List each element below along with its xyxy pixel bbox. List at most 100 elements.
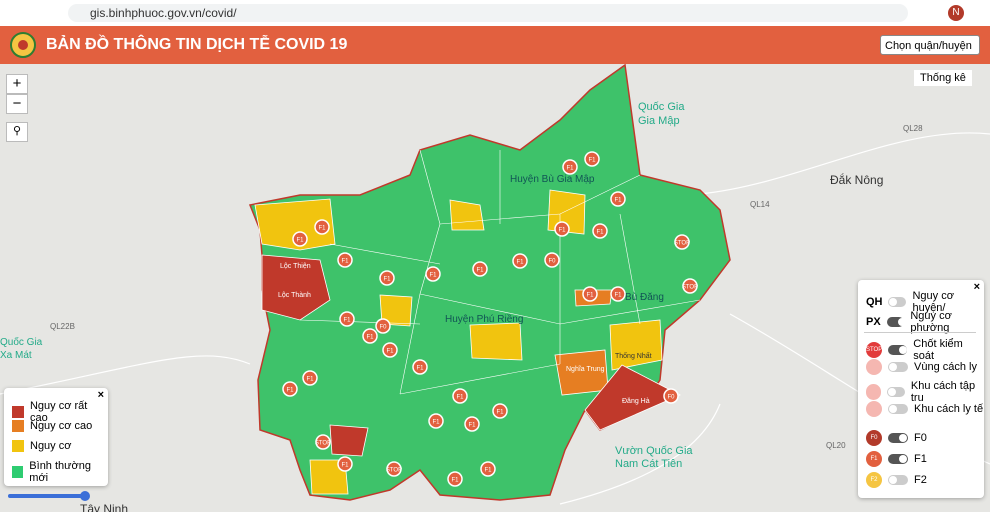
map-marker[interactable]: F1 <box>362 328 378 344</box>
page-title: BẢN ĐỒ THÔNG TIN DỊCH TỄ COVID 19 <box>46 36 348 53</box>
map-marker[interactable]: STOP <box>386 461 402 477</box>
map-marker[interactable]: F1 <box>592 223 608 239</box>
legend-label: Bình thường mới <box>29 460 91 484</box>
map-marker[interactable]: F1 <box>314 219 330 235</box>
map-marker[interactable]: F1 <box>339 311 355 327</box>
toggle <box>888 475 908 485</box>
place-label: Thống Nhất <box>615 351 652 360</box>
map-marker[interactable]: F1 <box>337 252 353 268</box>
marker-label: F1 <box>456 395 464 401</box>
map-marker[interactable]: F1 <box>472 261 488 277</box>
marker-label: F1 <box>341 259 349 265</box>
layer-icon: F0 <box>866 430 882 446</box>
map-marker[interactable]: F1 <box>480 461 496 477</box>
marker-label: F0 <box>379 325 387 331</box>
marker-label: F1 <box>386 349 394 355</box>
map-marker[interactable]: F0 <box>544 252 560 268</box>
layer-item[interactable]: Khu cách ly tế <box>866 401 983 417</box>
layer-item[interactable]: F2 F2 <box>866 472 927 488</box>
address-bar[interactable]: gis.binhphuoc.gov.vn/covid/ <box>68 4 908 22</box>
map-marker[interactable]: F1 <box>582 286 598 302</box>
marker-pin <box>584 151 600 167</box>
layer-item[interactable]: Vùng cách ly <box>866 359 977 375</box>
layer-group[interactable]: PX Nguy cơ phường <box>866 310 984 334</box>
marker-pin <box>682 278 698 294</box>
marker-pin <box>314 219 330 235</box>
map-marker[interactable]: F0 <box>663 388 679 404</box>
layer-label: Khu cách ly tế <box>914 403 984 415</box>
map-marker[interactable]: F1 <box>464 416 480 432</box>
map-marker[interactable]: F1 <box>447 471 463 487</box>
marker-pin <box>472 261 488 277</box>
legend-swatch <box>12 420 24 432</box>
browser-bar: gis.binhphuoc.gov.vn/covid/ N <box>0 0 990 27</box>
marker-pin <box>610 286 626 302</box>
marker-label: F1 <box>318 226 326 232</box>
layer-icon: F1 <box>866 451 882 467</box>
marker-pin <box>282 381 298 397</box>
legend-item: Nguy cơ cao <box>12 420 92 432</box>
legend-swatch <box>12 406 24 418</box>
layer-icon: STOP <box>866 342 882 358</box>
place-label: Huyện Phú Riềng <box>445 313 523 325</box>
map-marker[interactable]: F1 <box>428 413 444 429</box>
map-marker[interactable]: F1 <box>337 456 353 472</box>
toggle <box>886 317 906 327</box>
layer-item[interactable]: STOP Chốt kiểm soát <box>866 338 984 362</box>
map-marker[interactable]: F1 <box>610 191 626 207</box>
slider-handle[interactable] <box>80 491 90 501</box>
marker-label: STOP <box>386 468 402 474</box>
marker-pin <box>412 359 428 375</box>
layer-item[interactable]: F1 F1 <box>866 451 927 467</box>
locate-button[interactable]: ⚲ <box>6 122 28 142</box>
toggle <box>888 433 908 443</box>
map-marker[interactable]: F1 <box>452 388 468 404</box>
place-label: Xa Mát <box>0 350 32 361</box>
map-marker[interactable]: F1 <box>412 359 428 375</box>
map-marker[interactable]: F1 <box>610 286 626 302</box>
layer-group[interactable]: QH Nguy cơ huyện/ <box>866 290 984 314</box>
map-marker[interactable]: F1 <box>584 151 600 167</box>
marker-label: F1 <box>451 478 459 484</box>
map-marker[interactable]: F1 <box>379 270 395 286</box>
marker-label: F1 <box>596 230 604 236</box>
place-label: Vườn Quốc Gia <box>615 445 693 457</box>
map-marker[interactable]: F1 <box>554 221 570 237</box>
legend: × Nguy cơ rất cao Nguy cơ cao Nguy cơ Bình t… <box>4 388 108 486</box>
legend-item: Bình thường mới <box>12 460 108 484</box>
layer-item[interactable]: Khu cách tập tru <box>866 380 984 404</box>
place-label: Lộc Thành <box>278 292 311 299</box>
place-label: Quốc Gia <box>0 336 43 348</box>
map-marker[interactable]: F1 <box>302 370 318 386</box>
toggle <box>888 297 907 307</box>
marker-pin <box>386 461 402 477</box>
stats-button[interactable]: Thống kê <box>914 70 972 86</box>
legend-swatch <box>12 466 24 478</box>
layer-item[interactable]: F0 F0 <box>866 430 927 446</box>
zoom-in[interactable]: + <box>6 74 28 94</box>
map-marker[interactable]: F1 <box>382 342 398 358</box>
map-marker[interactable]: F1 <box>512 253 528 269</box>
close[interactable]: × <box>973 281 980 293</box>
place-label: QL20 <box>826 441 846 450</box>
borders <box>299 149 701 395</box>
marker-pin <box>362 328 378 344</box>
map-marker[interactable]: STOP <box>315 434 331 450</box>
layer-label: Chốt kiểm soát <box>913 338 963 362</box>
marker-pin <box>447 471 463 487</box>
map-marker[interactable]: F1 <box>492 403 508 419</box>
map-marker[interactable]: F1 <box>292 231 308 247</box>
marker-pin <box>554 221 570 237</box>
map-marker[interactable]: F0 <box>375 318 391 334</box>
opacity-slider[interactable] <box>8 494 86 498</box>
close[interactable]: × <box>97 389 104 401</box>
zoom-out[interactable]: − <box>6 94 28 114</box>
district-select[interactable]: Chọn quận/huyện <box>880 35 980 55</box>
map-marker[interactable]: F1 <box>562 159 578 175</box>
map-marker[interactable]: F1 <box>425 266 441 282</box>
map-marker[interactable]: STOP <box>682 278 698 294</box>
marker-label: STOP <box>674 241 690 247</box>
map-marker[interactable]: STOP <box>674 234 690 250</box>
map-marker[interactable]: F1 <box>282 381 298 397</box>
avatar[interactable]: N <box>948 5 964 21</box>
